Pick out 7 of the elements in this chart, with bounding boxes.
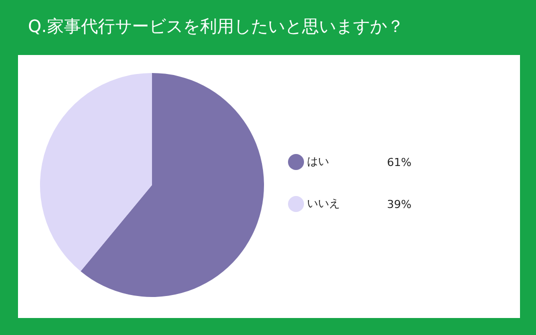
pie-slice bbox=[40, 73, 152, 272]
data-label: 39% bbox=[387, 198, 412, 211]
legend-label: いいえ bbox=[307, 196, 340, 210]
pie-slice bbox=[80, 73, 264, 297]
data-label: 61% bbox=[387, 156, 412, 169]
legend-label: はい bbox=[307, 154, 329, 168]
chart-title: Q.家事代行サービスを利用したいと思いますか？ bbox=[28, 17, 404, 37]
